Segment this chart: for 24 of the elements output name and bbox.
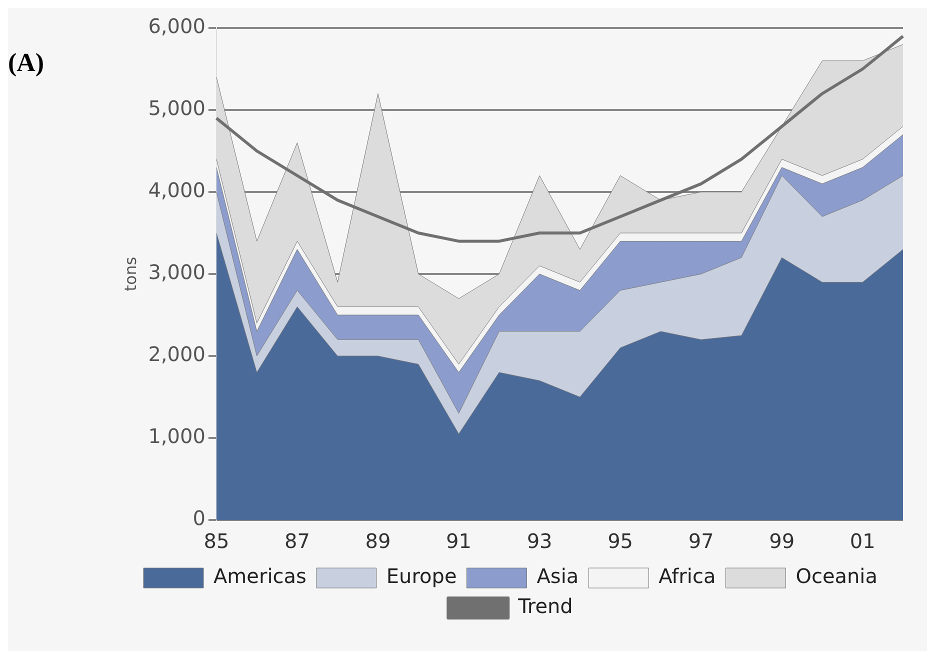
x-tick-label: 91: [446, 529, 472, 554]
x-tick-label: 01: [850, 529, 876, 554]
legend-label: Africa: [658, 564, 716, 588]
y-tick-label: 3,000: [148, 260, 206, 284]
x-tick-label: 95: [608, 529, 634, 554]
y-tick-label: 2,000: [148, 342, 206, 366]
y-tick-label: 5,000: [148, 96, 206, 120]
legend-label: Asia: [536, 564, 579, 588]
legend-label: Europe: [386, 564, 457, 588]
text: (A): [8, 48, 46, 78]
x-tick-label: 97: [688, 529, 714, 554]
x-tick-label: 93: [526, 529, 552, 554]
legend-label: Trend: [517, 594, 573, 618]
legend-label: Americas: [214, 564, 306, 588]
y-tick-label: 0: [192, 506, 206, 530]
x-tick-label: 99: [769, 529, 795, 554]
y-axis-title: tons: [120, 256, 140, 292]
legend-label: Oceania: [796, 564, 878, 588]
x-tick-label: 87: [284, 529, 310, 554]
y-tick-label: 1,000: [148, 424, 206, 448]
x-tick-label: 89: [365, 529, 391, 554]
x-tick-label: 85: [204, 529, 230, 554]
y-tick-label: 6,000: [148, 14, 206, 38]
y-tick-label: 4,000: [148, 178, 206, 202]
